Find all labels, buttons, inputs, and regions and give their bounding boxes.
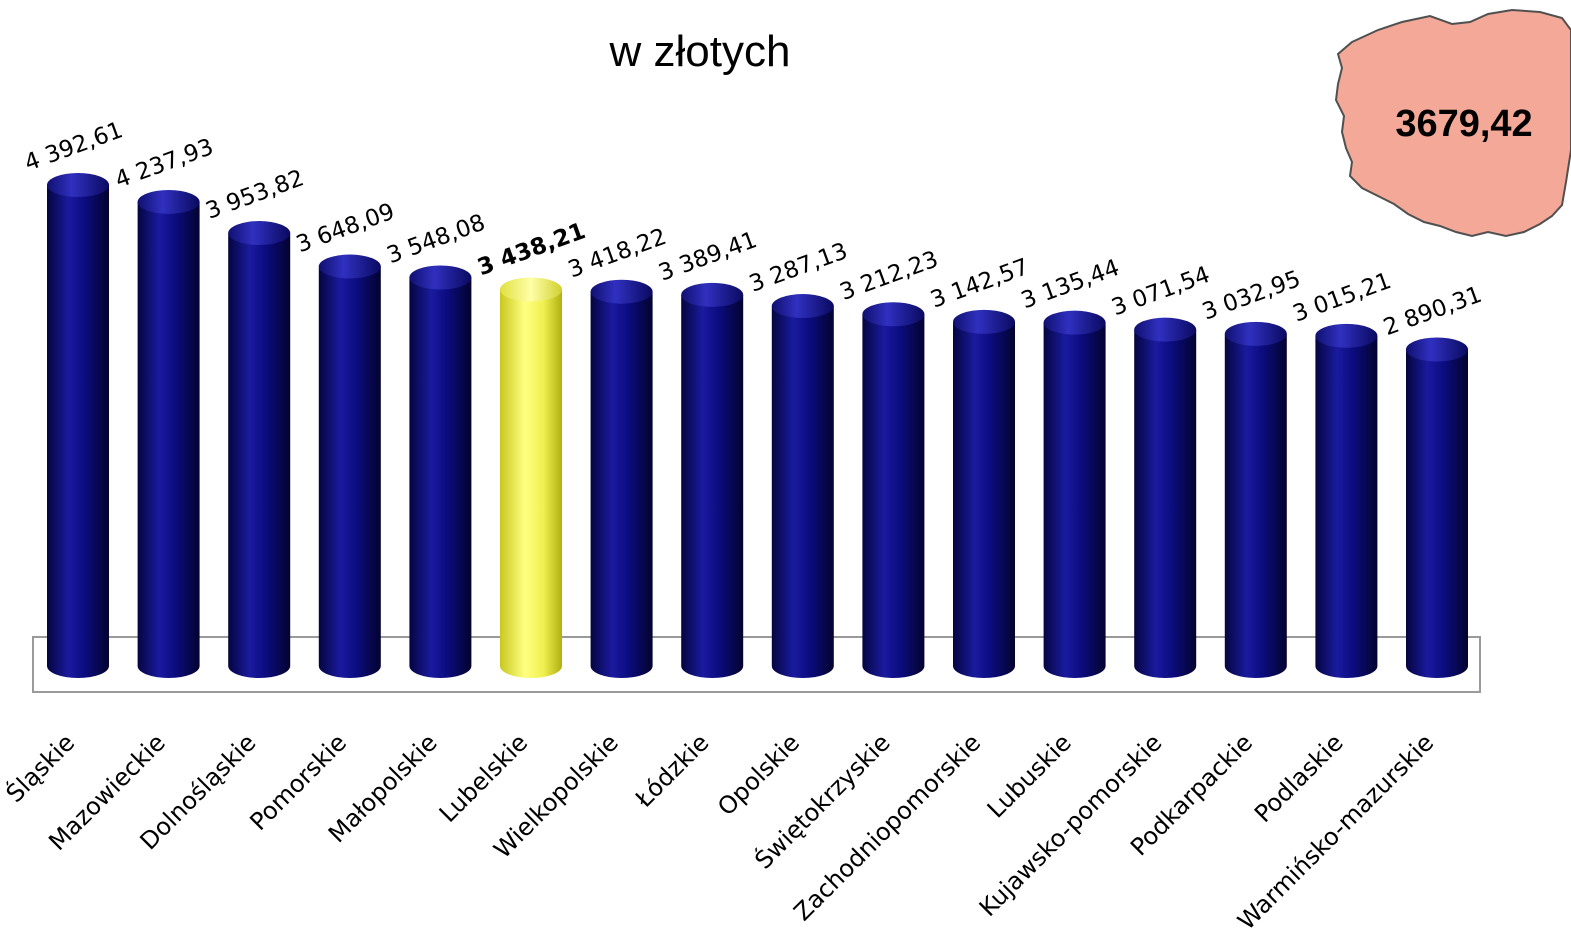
bar-cap	[771, 294, 834, 319]
bar-opolskie	[771, 294, 834, 678]
bar-cap	[862, 302, 925, 327]
value-label-swietokrzyskie: 3 212,23	[837, 246, 942, 305]
bar-zachodniopomorskie	[953, 309, 1015, 678]
value-label-warminsko-mazurskie: 2 890,31	[1380, 282, 1485, 341]
value-label-lodzkie: 3 389,41	[655, 227, 760, 286]
category-label-slaskie: Śląskie	[0, 727, 80, 808]
bar-cap	[953, 309, 1015, 334]
bar-body	[1043, 322, 1106, 678]
value-label-zachodniopomorskie: 3 142,57	[927, 254, 1032, 313]
floor-frame	[32, 636, 1481, 693]
category-label-lodzkie: Łódzkie	[629, 728, 714, 813]
bar-slaskie	[47, 173, 109, 678]
poland-map: 3679,42	[1334, 8, 1571, 238]
bar-cap	[1134, 317, 1197, 342]
category-label-lubuskie: Lubuskie	[982, 728, 1077, 823]
bar-cap	[1406, 337, 1468, 362]
chart-title: w złotych	[609, 27, 791, 76]
bar-body	[500, 289, 562, 678]
bar-lubuskie	[1043, 310, 1106, 678]
national-average-value: 3679,42	[1395, 103, 1532, 145]
value-label-opolskie: 3 287,13	[746, 238, 851, 297]
bar-cap	[228, 221, 291, 246]
category-label-kujawsko-pomorskie: Kujawsko-pomorskie	[974, 728, 1168, 922]
bar-wielkopolskie	[590, 279, 653, 678]
bar-body	[137, 201, 200, 678]
bar-malopolskie	[409, 265, 472, 678]
bar-lodzkie	[681, 282, 744, 678]
category-label-opolskie: Opolskie	[712, 728, 805, 821]
bar-body	[590, 291, 653, 678]
bar-body	[47, 185, 109, 678]
bar-podlaskie	[1315, 323, 1378, 678]
bar-cap	[318, 254, 381, 279]
bar-body	[1315, 335, 1378, 678]
category-labels: ŚląskieMazowieckieDolnośląskiePomorskieM…	[0, 727, 1439, 935]
category-label-zachodniopomorskie: Zachodniopomorskie	[788, 728, 986, 926]
value-label-pomorskie: 3 648,09	[293, 199, 398, 258]
bar-cap	[590, 279, 653, 304]
bar-dolnoslaskie	[228, 221, 291, 678]
bar-body	[953, 321, 1015, 678]
value-label-dolnoslaskie: 3 953,82	[202, 165, 307, 224]
bar-cap	[409, 265, 472, 290]
bar-body	[318, 266, 381, 678]
value-label-lubuskie: 3 135,44	[1018, 255, 1123, 314]
value-label-slaskie: 4 392,61	[21, 117, 126, 176]
bar-body	[228, 233, 291, 678]
bar-kujawsko-pomorskie	[1134, 317, 1197, 678]
value-label-podlaskie: 3 015,21	[1290, 268, 1395, 327]
bar-body	[1224, 333, 1287, 678]
value-label-kujawsko-pomorskie: 3 071,54	[1108, 262, 1213, 321]
bar-cap	[137, 189, 200, 214]
bar-mazowieckie	[137, 189, 200, 678]
bar-body	[771, 306, 834, 678]
bar-pomorskie	[318, 254, 381, 678]
bar-body	[1406, 349, 1468, 678]
bar-warminsko-mazurskie	[1406, 337, 1468, 678]
bar-podkarpackie	[1224, 321, 1287, 678]
bar-body	[681, 294, 744, 678]
bar-body	[862, 314, 925, 678]
value-label-mazowieckie: 4 237,93	[112, 134, 217, 193]
value-label-malopolskie: 3 548,08	[384, 210, 489, 269]
bar-cap	[1315, 323, 1378, 348]
bar-body	[1134, 329, 1197, 678]
value-label-podkarpackie: 3 032,95	[1199, 266, 1304, 325]
bar-cap	[681, 282, 744, 307]
bar-body	[409, 277, 472, 678]
bar-cap	[47, 173, 109, 197]
poland-map-shape	[1334, 8, 1571, 238]
bar-swietokrzyskie	[862, 302, 925, 678]
bar-cap	[500, 277, 562, 302]
bars-layer	[47, 173, 1468, 678]
bar-cap	[1224, 321, 1287, 346]
bar-cap	[1043, 310, 1106, 335]
bar-lubelskie	[500, 277, 562, 678]
